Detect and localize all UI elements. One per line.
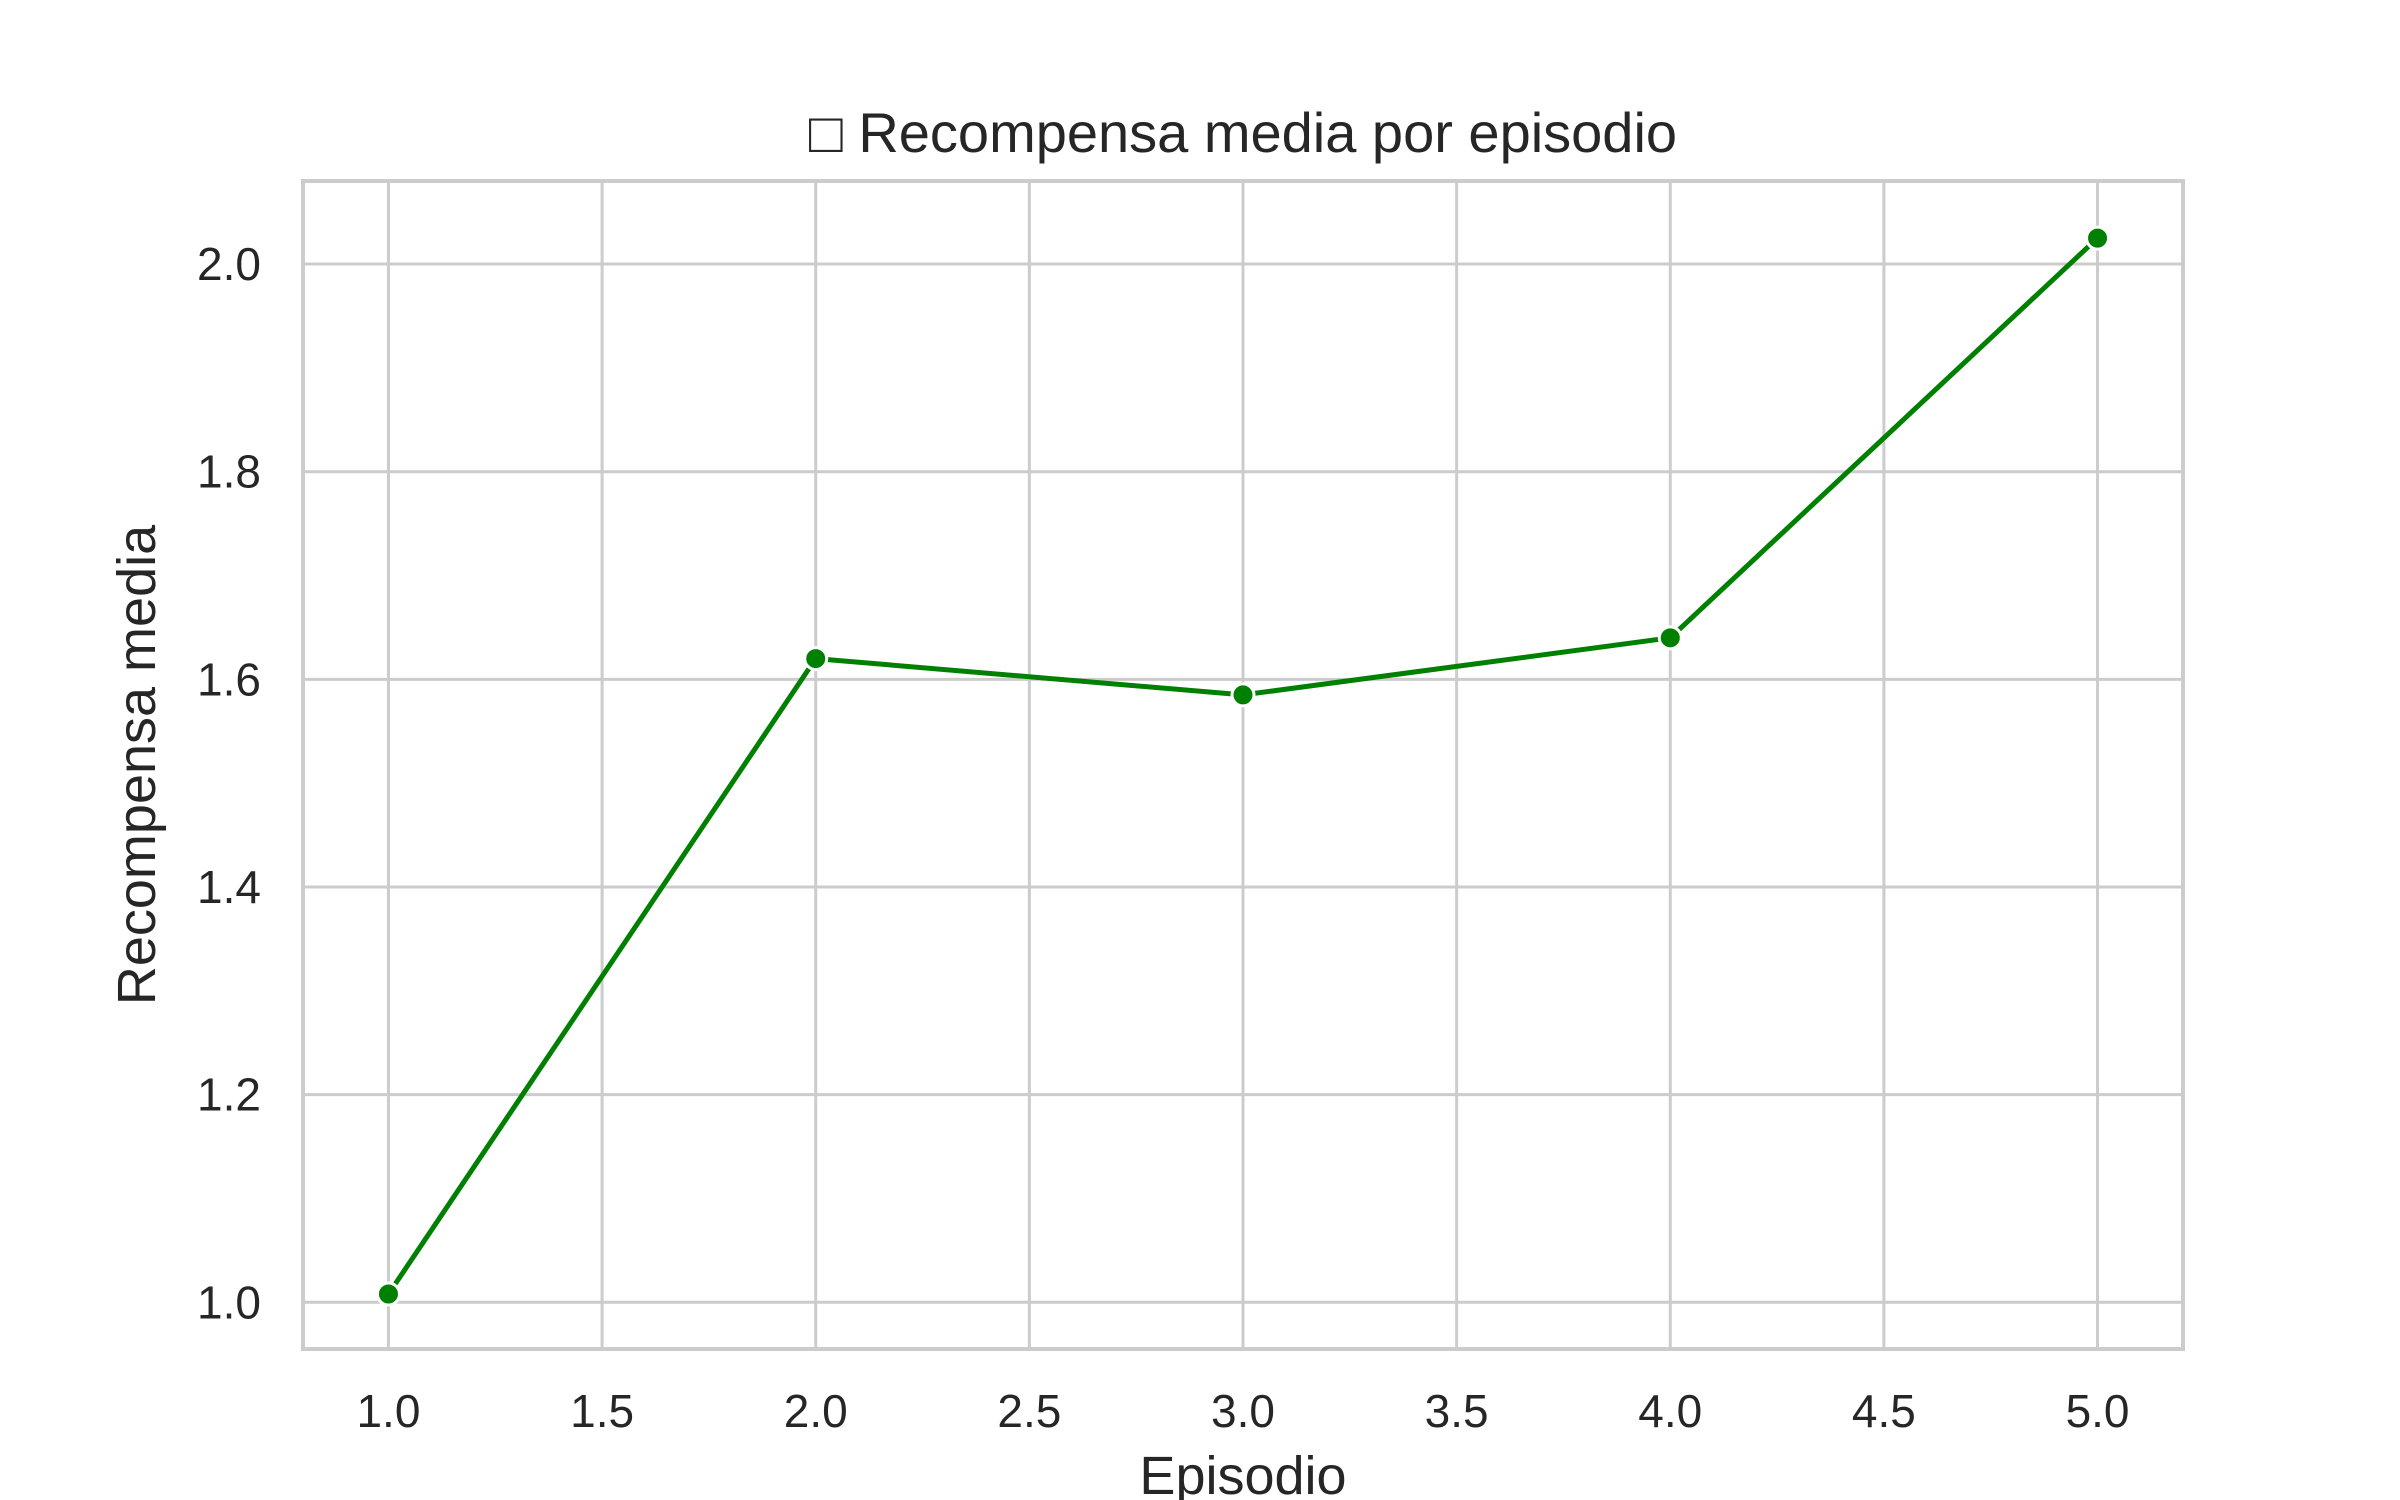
y-tick-label: 1.2	[197, 1069, 261, 1121]
series-layer	[375, 225, 2111, 1307]
x-tick-label: 5.0	[2066, 1385, 2130, 1437]
y-tick-label: 2.0	[197, 238, 261, 290]
x-tick-label: 1.5	[570, 1385, 634, 1437]
x-tick-label: 4.0	[1638, 1385, 1702, 1437]
data-point	[1657, 625, 1683, 651]
data-point	[1230, 682, 1256, 708]
x-tick-label: 3.0	[1211, 1385, 1275, 1437]
plot-area-frame	[301, 179, 2185, 1351]
x-tick-label: 3.5	[1425, 1385, 1489, 1437]
x-tick-label: 2.5	[997, 1385, 1061, 1437]
x-tick-label: 2.0	[784, 1385, 848, 1437]
chart-title: □ Recompensa media por episodio	[809, 101, 1677, 164]
data-point	[375, 1281, 401, 1307]
data-point	[2085, 225, 2111, 251]
data-point	[803, 646, 829, 672]
y-tick-label: 1.6	[197, 653, 261, 705]
x-tick-label: 1.0	[356, 1385, 420, 1437]
y-tick-label: 1.4	[197, 861, 261, 913]
y-axis-label: Recompensa media	[107, 524, 167, 1005]
y-tick-label: 1.0	[197, 1276, 261, 1328]
grid	[303, 181, 2183, 1349]
y-axis-ticks: 1.0 1.2 1.4 1.6 1.8 2.0	[197, 238, 261, 1328]
x-axis-ticks: 1.0 1.5 2.0 2.5 3.0 3.5 4.0 4.5 5.0	[356, 1385, 2129, 1437]
x-tick-label: 4.5	[1852, 1385, 1916, 1437]
y-tick-label: 1.8	[197, 446, 261, 498]
x-axis-label: Episodio	[1139, 1446, 1346, 1500]
